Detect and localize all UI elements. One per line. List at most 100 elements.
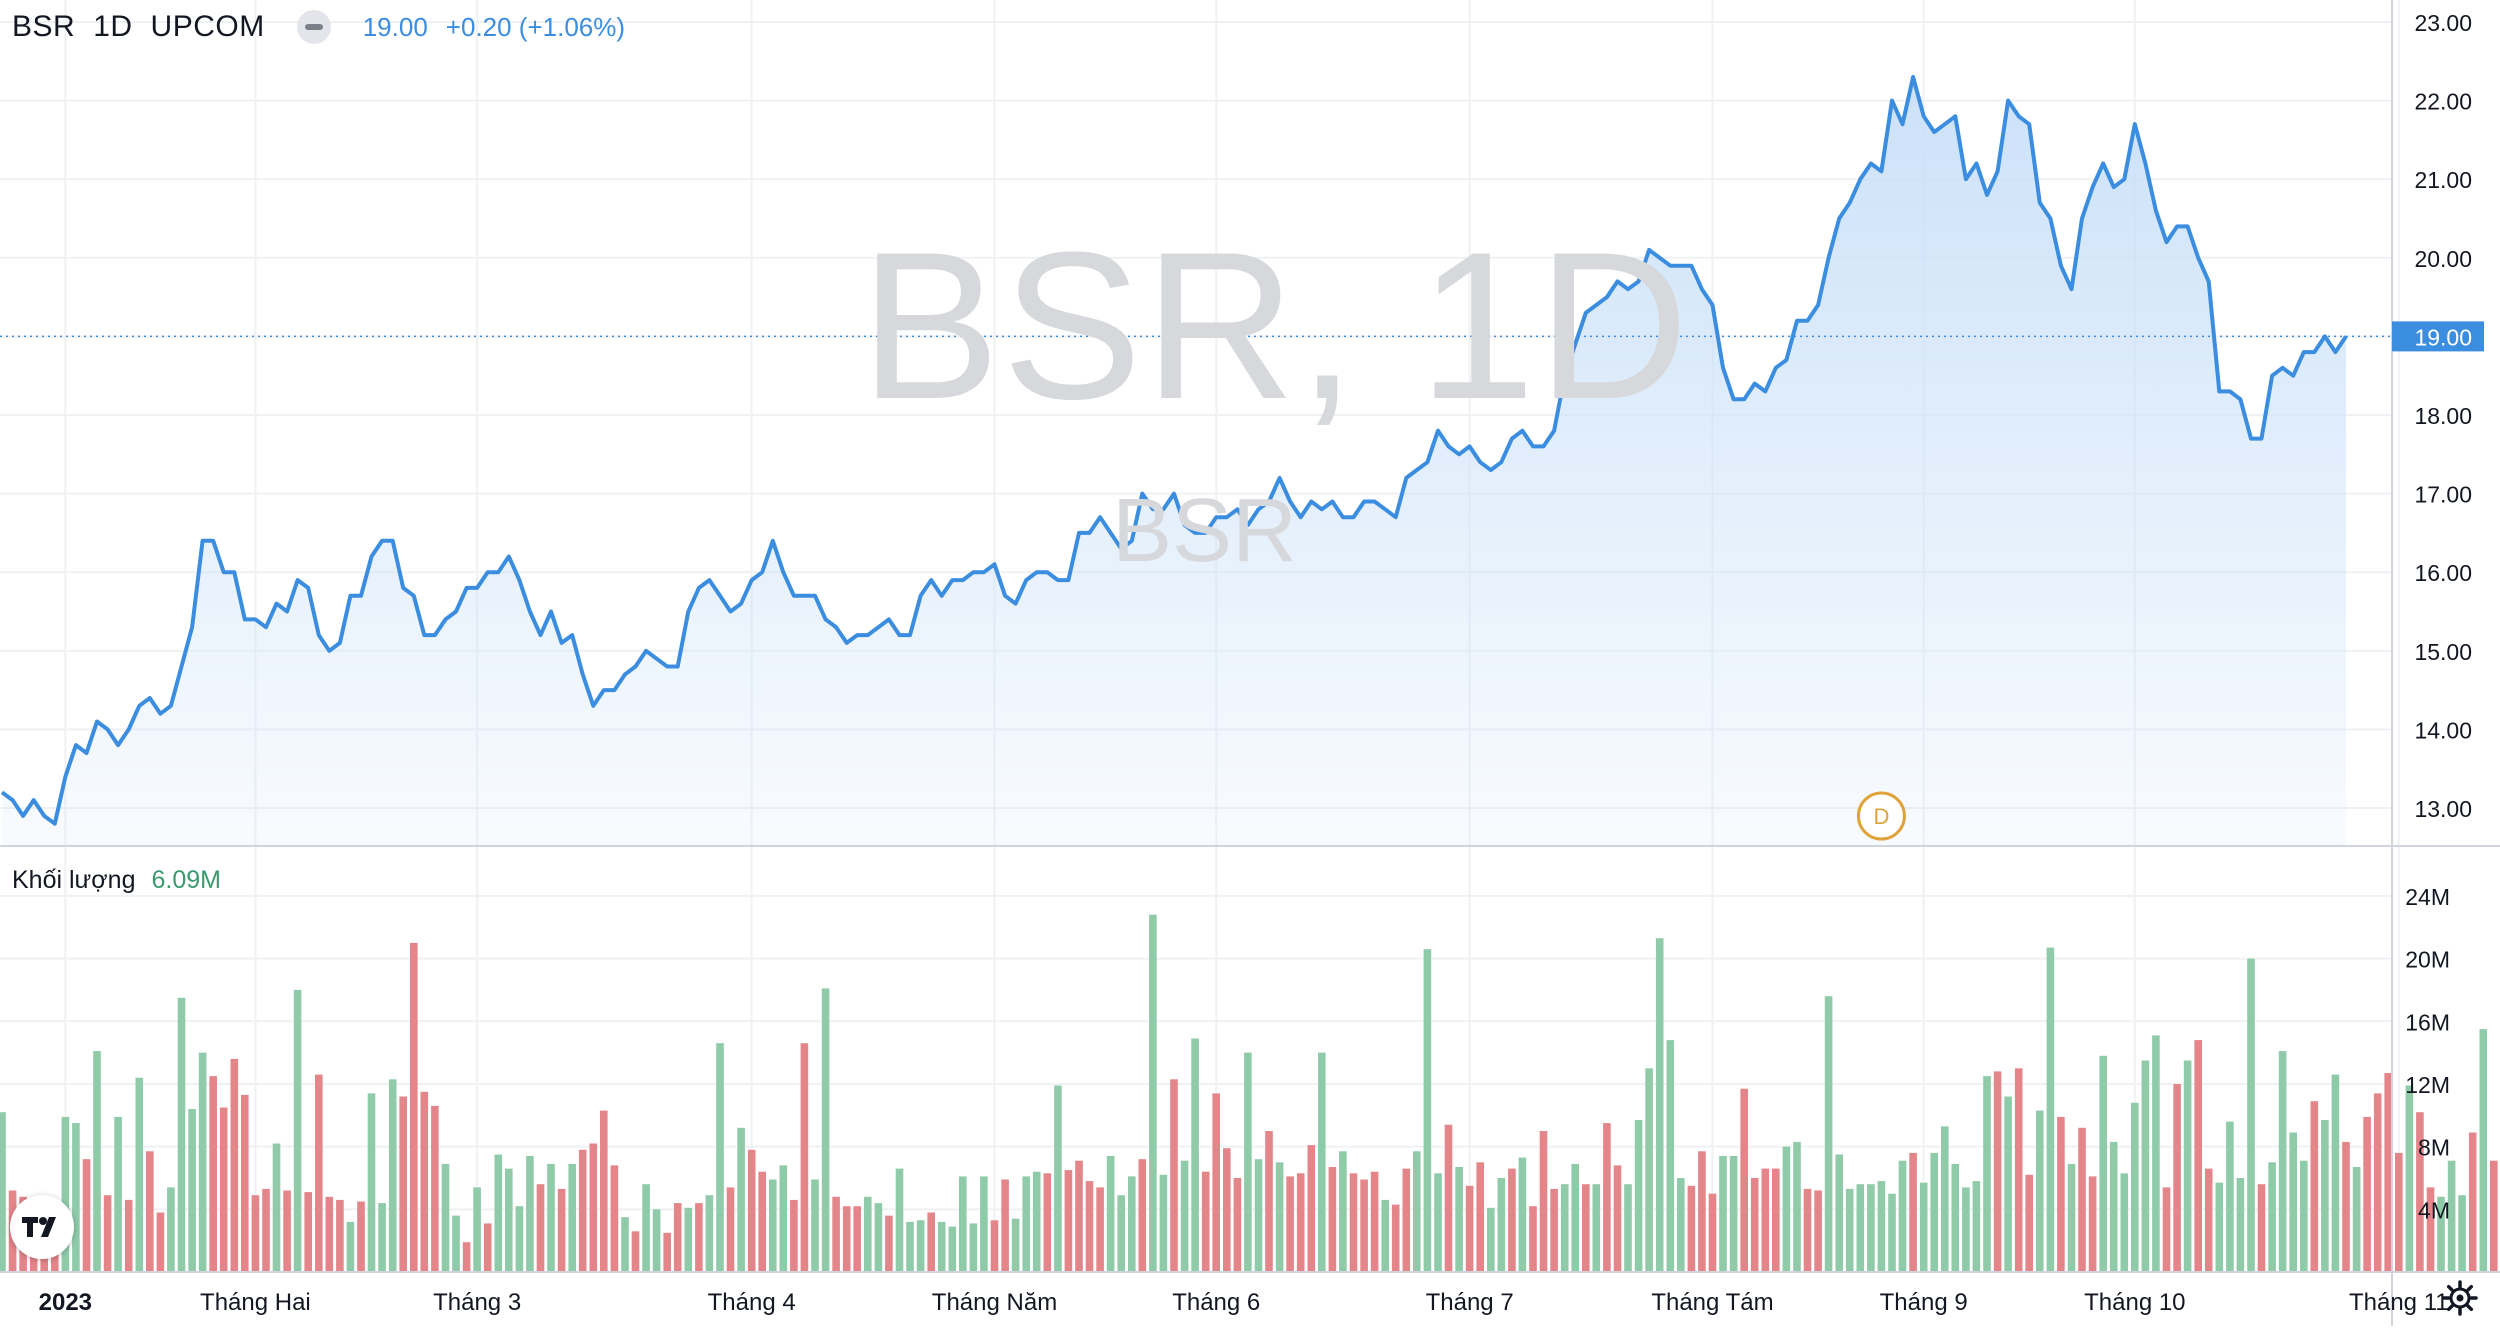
volume-bar <box>1592 1184 1601 1272</box>
volume-bar <box>241 1094 249 1272</box>
volume-bar <box>1191 1038 1199 1272</box>
volume-bar <box>927 1212 935 1272</box>
volume-bar <box>600 1110 608 1272</box>
volume-bar <box>842 1206 851 1272</box>
volume-bar <box>2300 1160 2308 1272</box>
price-tick-label: 23.00 <box>2414 10 2472 36</box>
volume-bar <box>1613 1165 1622 1272</box>
volume-bar <box>2352 1167 2361 1272</box>
volume-bar <box>1244 1052 1252 1272</box>
volume-bar <box>2278 1051 2287 1272</box>
volume-bar <box>2310 1101 2319 1272</box>
volume-bar <box>441 1163 450 1272</box>
volume-bar <box>1835 1154 1843 1272</box>
volume-bar <box>1867 1184 1875 1272</box>
volume-bar <box>1370 1171 1379 1272</box>
volume-bar <box>1719 1156 1727 1272</box>
volume-bar <box>1582 1184 1590 1272</box>
price-tick-label: 22.00 <box>2414 89 2472 115</box>
volume-bar <box>283 1190 291 1272</box>
volume-bar <box>103 1195 112 1272</box>
volume-bar <box>2067 1163 2076 1272</box>
time-tick-label: Tháng 10 <box>2084 1289 2185 1316</box>
volume-bar <box>336 1199 344 1272</box>
volume-bar <box>1529 1206 1537 1272</box>
volume-bar <box>2321 1120 2329 1272</box>
volume-header: Khối lượng 6.09M <box>12 866 221 895</box>
volume-bar <box>990 1220 999 1272</box>
volume-bar <box>1413 1151 1421 1272</box>
volume-bar <box>1941 1126 1949 1272</box>
volume-bar <box>1687 1185 1696 1272</box>
tradingview-logo-icon[interactable] <box>10 1195 74 1259</box>
volume-bar <box>811 1179 819 1272</box>
time-tick-label: Tháng 4 <box>708 1289 796 1316</box>
volume-bar <box>357 1201 365 1272</box>
volume-last-value: 6.09M <box>151 866 221 894</box>
volume-bar <box>346 1221 355 1272</box>
volume-bar <box>2247 958 2255 1272</box>
volume-bar <box>2236 1178 2245 1272</box>
symbol-label[interactable]: BSR <box>12 10 76 43</box>
time-tick-label: Tháng 6 <box>1172 1289 1260 1316</box>
volume-bar <box>1360 1179 1368 1272</box>
volume-bar <box>462 1242 471 1272</box>
volume-bar <box>114 1116 122 1272</box>
volume-tick-label: 20M <box>2405 947 2450 973</box>
volume-label[interactable]: Khối lượng <box>12 866 136 894</box>
volume-bar <box>1603 1123 1611 1272</box>
volume-bar <box>1032 1171 1041 1272</box>
volume-bar <box>1318 1052 1326 1272</box>
volume-bar <box>2226 1121 2234 1272</box>
volume-bar <box>304 1192 312 1272</box>
volume-bar <box>378 1203 386 1272</box>
volume-bar <box>2173 1084 2181 1272</box>
volume-bar <box>1698 1151 1706 1272</box>
volume-bar <box>2405 1085 2414 1272</box>
minus-icon[interactable] <box>296 10 331 44</box>
time-tick-label: Tháng 9 <box>1880 1289 1968 1316</box>
volume-bar <box>1888 1193 1896 1272</box>
volume-tick-label: 12M <box>2405 1072 2450 1098</box>
volume-bar <box>1972 1181 1981 1272</box>
volume-bar <box>2078 1127 2086 1272</box>
volume-bar <box>2458 1195 2466 1272</box>
volume-bar <box>1476 1162 1484 1272</box>
volume-bar <box>737 1127 745 1272</box>
chart-header: BSR 1D UPCOM 19.00 +0.20 (+1.06%) <box>12 10 625 44</box>
volume-bar <box>1983 1076 1991 1272</box>
volume-bar <box>431 1105 439 1272</box>
volume-bar <box>2014 1068 2023 1272</box>
volume-bar <box>1402 1168 1411 1272</box>
volume-bar <box>948 1226 957 1272</box>
last-price-badge <box>2392 321 2484 352</box>
gear-icon[interactable] <box>2442 1280 2478 1316</box>
volume-bar <box>2437 1196 2445 1272</box>
volume-bar <box>1328 1167 1337 1272</box>
volume-bar <box>1223 1148 1231 1272</box>
volume-bar <box>1149 914 1157 1272</box>
volume-bar <box>790 1199 798 1272</box>
volume-bar <box>716 1043 724 1272</box>
area-layer: D <box>0 75 2392 846</box>
volume-bar <box>1666 1040 1675 1272</box>
volume-bar <box>1455 1167 1463 1272</box>
time-tick-label: Tháng Năm <box>932 1289 1057 1316</box>
volume-bar <box>1286 1176 1294 1272</box>
interval-label[interactable]: 1D <box>93 10 133 43</box>
volume-bar <box>2141 1060 2150 1272</box>
volume-bar <box>1782 1146 1791 1272</box>
volume-bar <box>82 1159 91 1272</box>
volume-bar <box>631 1231 640 1272</box>
volume-bar <box>1508 1168 1516 1272</box>
volume-layer <box>0 914 2498 1272</box>
volume-bar <box>2088 1176 2097 1272</box>
dividend-marker-label: D <box>1873 804 1889 829</box>
volume-bar <box>705 1195 714 1272</box>
volume-bar <box>1750 1178 1759 1272</box>
volume-bar <box>2490 1160 2498 1272</box>
volume-bar <box>93 1051 101 1272</box>
volume-bar <box>2468 1132 2477 1272</box>
volume-bar <box>1159 1174 1168 1272</box>
volume-bar <box>410 942 418 1272</box>
